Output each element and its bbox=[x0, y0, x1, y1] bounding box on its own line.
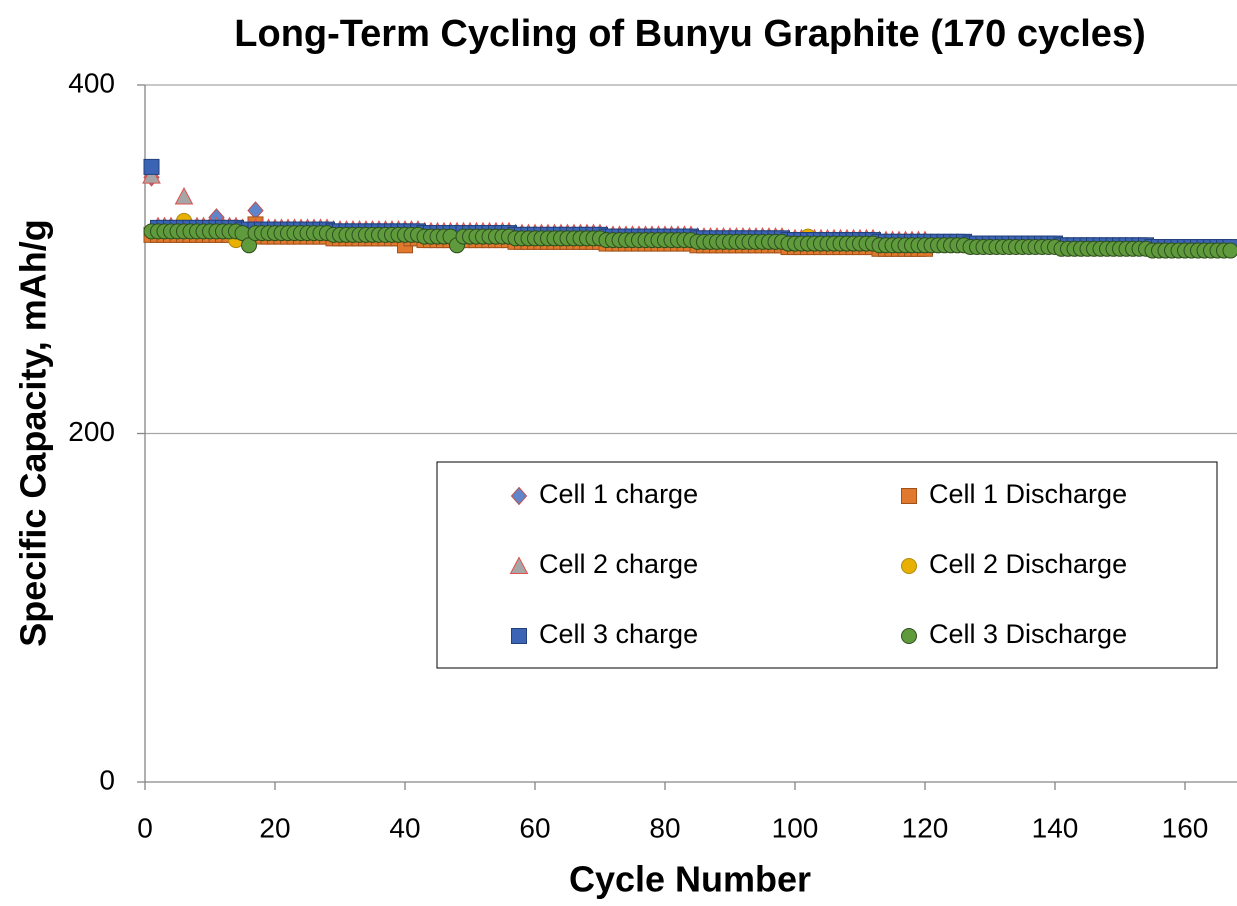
y-axis-title: Specific Capacity, mAh/g bbox=[13, 219, 54, 646]
point bbox=[241, 237, 257, 254]
x-tick-label: 140 bbox=[1032, 812, 1079, 843]
x-tick-label: 20 bbox=[259, 812, 290, 843]
legend-label: Cell 3 Discharge bbox=[929, 619, 1127, 649]
grid: 0 200 400 0 20 40 60 80 100 120 140 160 bbox=[68, 67, 1237, 843]
plot-area bbox=[142, 158, 1237, 259]
legend-marker bbox=[511, 628, 527, 644]
legend-marker bbox=[901, 628, 917, 644]
x-tick-label: 80 bbox=[649, 812, 680, 843]
legend-label: Cell 2 charge bbox=[539, 549, 698, 579]
x-tick-label: 100 bbox=[772, 812, 819, 843]
x-tick-label: 40 bbox=[389, 812, 420, 843]
point bbox=[174, 186, 194, 205]
y-tick-label: 0 bbox=[99, 764, 115, 795]
point bbox=[1222, 242, 1237, 259]
x-axis-title: Cycle Number bbox=[569, 859, 811, 900]
legend-label: Cell 2 Discharge bbox=[929, 549, 1127, 579]
legend-marker bbox=[509, 556, 529, 574]
x-tick-label: 60 bbox=[519, 812, 550, 843]
legend-label: Cell 1 charge bbox=[539, 479, 698, 509]
legend-marker bbox=[510, 486, 528, 506]
x-tick-label: 0 bbox=[137, 812, 153, 843]
y-tick-label: 400 bbox=[68, 67, 115, 98]
legend-box bbox=[436, 461, 1218, 669]
legend: Cell 1 charge Cell 1 Discharge Cell 2 char… bbox=[436, 461, 1218, 669]
x-tick-label: 160 bbox=[1162, 812, 1209, 843]
x-tick-label: 120 bbox=[902, 812, 949, 843]
point bbox=[143, 158, 160, 175]
y-tick-label: 200 bbox=[68, 416, 115, 447]
legend-marker bbox=[901, 488, 917, 504]
chart-title: Long-Term Cycling of Bunyu Graphite (170… bbox=[234, 13, 1145, 55]
legend-marker bbox=[901, 558, 917, 574]
legend-label: Cell 3 charge bbox=[539, 619, 698, 649]
legend-label: Cell 1 Discharge bbox=[929, 479, 1127, 509]
series bbox=[143, 223, 1237, 259]
point bbox=[142, 166, 161, 184]
